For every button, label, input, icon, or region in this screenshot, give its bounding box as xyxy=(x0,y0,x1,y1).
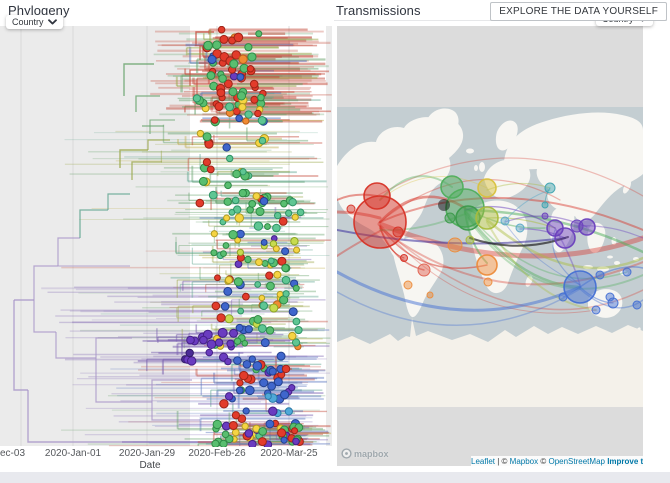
antarctica xyxy=(337,318,643,407)
axis-tick-label: 2020-Jan-29 xyxy=(118,448,176,459)
axis-tick-label: 2020-Mar-25 xyxy=(260,448,318,459)
mapbox-icon xyxy=(341,448,352,459)
japan xyxy=(622,180,632,194)
tree-tip-nodes xyxy=(181,26,305,447)
island xyxy=(633,257,639,261)
south-america xyxy=(393,236,444,318)
mapbox-logo-text: mapbox xyxy=(354,448,389,459)
iceland xyxy=(466,148,474,154)
attribution-link[interactable]: Improve this map xyxy=(607,457,643,466)
north-america xyxy=(337,117,464,261)
transmission-arcs xyxy=(337,157,643,326)
phylogeny-dropdown-label: Country xyxy=(12,17,44,27)
island xyxy=(607,255,613,259)
attribution-link[interactable]: Mapbox xyxy=(509,457,539,466)
location-circles xyxy=(346,175,642,315)
continents xyxy=(337,108,643,342)
phylogeny-title: Phylogeny xyxy=(8,3,70,18)
attribution-text: | © xyxy=(495,457,510,466)
ireland xyxy=(474,165,478,171)
date-axis-label: Date xyxy=(139,460,161,471)
chevron-down-icon xyxy=(47,19,57,25)
madagascar xyxy=(525,275,533,287)
island xyxy=(583,265,593,269)
asia xyxy=(504,112,643,222)
island xyxy=(597,266,609,272)
footer-strip xyxy=(0,472,670,483)
axis-tick-label: 2020-Jan-01 xyxy=(44,448,102,459)
explore-data-button[interactable]: EXPLORE THE DATA YOURSELF xyxy=(490,2,667,21)
attribution-link[interactable]: OpenStreetMap xyxy=(548,457,605,466)
phylogeny-color-by-dropdown[interactable]: Country xyxy=(6,15,63,29)
phylogeny-tree xyxy=(0,26,332,447)
mapbox-logo[interactable]: mapbox xyxy=(341,448,389,459)
attribution-text: © xyxy=(538,457,549,466)
map-attribution: Leaflet | © Mapbox © OpenStreetMap Impro… xyxy=(471,456,643,467)
axis-tick-label: 2020-Feb-26 xyxy=(188,448,246,459)
island xyxy=(614,261,620,265)
transmissions-title: Transmissions xyxy=(336,3,421,18)
great-britain xyxy=(479,162,485,172)
africa xyxy=(469,200,528,294)
island xyxy=(620,270,628,276)
attribution-link[interactable]: Leaflet xyxy=(471,457,496,466)
date-axis: ec-03 2020-Jan-01 2020-Jan-29 2020-Feb-26 20… xyxy=(0,448,336,459)
greenland xyxy=(426,108,459,139)
transmissions-map xyxy=(337,26,643,466)
axis-tick-label: ec-03 xyxy=(0,448,26,459)
